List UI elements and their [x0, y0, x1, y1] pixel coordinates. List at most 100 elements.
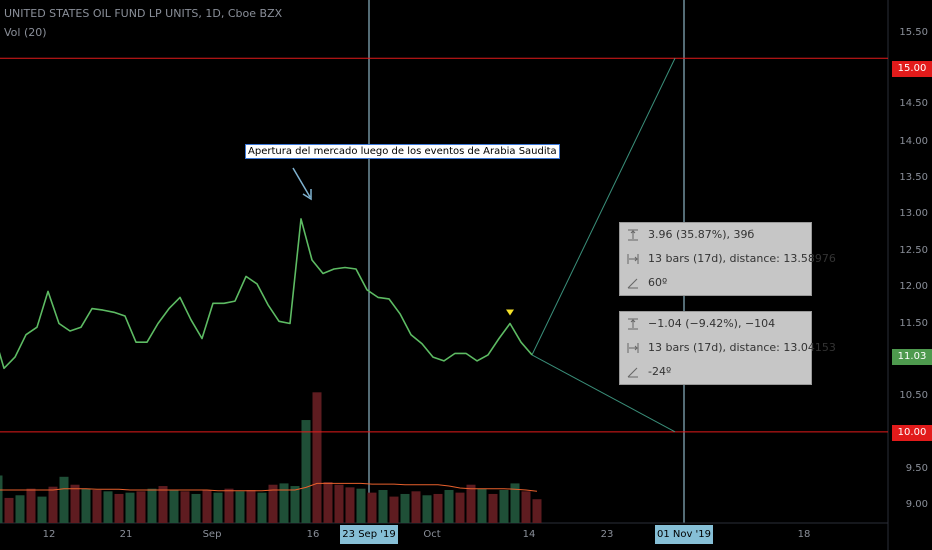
volume-bar [532, 499, 542, 523]
measure-down-box[interactable]: −1.04 (−9.42%), −104 13 bars (17d), dist… [619, 311, 836, 385]
volume-bar [400, 493, 410, 523]
projection-down-line[interactable] [531, 354, 676, 433]
price-range-icon [628, 318, 638, 330]
volume-bar [59, 476, 69, 523]
projection-up-line[interactable] [531, 58, 676, 356]
volume-bar [213, 492, 223, 523]
date-badge-01nov: 01 Nov '19 [655, 525, 713, 544]
angle-icon [627, 367, 638, 378]
volume-bar [158, 486, 168, 523]
y-tick: 12.50 [899, 245, 928, 256]
y-tick: 13.50 [899, 172, 928, 183]
volume-bar [455, 492, 465, 523]
x-tick: Sep [202, 529, 222, 540]
price-range-icon [628, 229, 638, 241]
volume-bar [510, 483, 520, 523]
y-tick: 12.00 [899, 281, 928, 292]
volume-bar [466, 484, 476, 523]
date-range-icon [627, 254, 639, 264]
volume-bar [444, 490, 454, 523]
volume-bar [378, 490, 388, 523]
volume-bar [0, 475, 3, 523]
y-tick: 11.50 [899, 318, 928, 329]
volume-bar [246, 490, 256, 523]
annotation-callout[interactable]: Apertura del mercado luego de los evento… [245, 144, 560, 159]
volume-bar [169, 490, 179, 523]
symbol-title: UNITED STATES OIL FUND LP UNITS, 1D, Cbo… [4, 7, 283, 20]
volume-bar [4, 497, 14, 523]
volume-bar [488, 493, 498, 523]
y-tick: 14.50 [899, 98, 928, 109]
last-price-badge: 11.03 [892, 349, 932, 365]
measure-up-bars-text: 13 bars (17d), distance: 13.58976 [648, 252, 836, 265]
price-badge-10: 10.00 [892, 425, 932, 441]
x-tick: 12 [42, 529, 56, 540]
measure-down-bars: 13 bars (17d), distance: 13.04153 [620, 336, 836, 360]
price-badge-15: 15.00 [892, 61, 932, 77]
volume-bar [202, 490, 212, 523]
volume-bar [356, 488, 366, 523]
volume-bar [125, 492, 135, 523]
volume-bar [323, 482, 333, 523]
price-line[interactable] [0, 218, 533, 370]
volume-bar [26, 488, 36, 523]
volume-bar [389, 496, 399, 523]
y-tick: 9.00 [905, 499, 928, 510]
volume-bar [48, 486, 58, 523]
volume-bar [114, 493, 124, 523]
volume-bar [235, 491, 245, 523]
x-tick: 14 [522, 529, 536, 540]
measure-down-angle-text: -24º [648, 365, 672, 378]
volume-bar [268, 484, 278, 523]
x-tick: 16 [306, 529, 320, 540]
volume-bar [257, 492, 267, 523]
volume-bar [411, 491, 421, 523]
measure-up-bars: 13 bars (17d), distance: 13.58976 [620, 247, 836, 271]
annotation-arrow-icon [292, 167, 312, 201]
volume-bar [433, 493, 443, 523]
x-tick: 23 [600, 529, 614, 540]
volume-bar [334, 484, 344, 523]
volume-bar [290, 486, 300, 523]
date-range-icon [627, 343, 639, 353]
x-tick: 18 [797, 529, 811, 540]
volume-bar [224, 488, 234, 523]
measure-up-box[interactable]: 3.96 (35.87%), 39б 13 bars (17d), distan… [619, 222, 836, 296]
y-tick: 15.50 [899, 27, 928, 38]
volume-bar [422, 495, 432, 523]
volume-bar [279, 483, 289, 523]
volume-bar [301, 420, 311, 523]
volume-bar [37, 496, 47, 523]
y-tick: 10.50 [899, 390, 928, 401]
date-badge-23sep: 23 Sep '19 [340, 525, 398, 544]
volume-bar [70, 484, 80, 523]
volume-bar [191, 493, 201, 523]
measure-down-bars-text: 13 bars (17d), distance: 13.04153 [648, 341, 836, 354]
measure-down-angle: -24º [620, 360, 811, 384]
volume-bar [477, 488, 487, 523]
y-tick: 9.50 [905, 463, 928, 474]
measure-up-change-text: 3.96 (35.87%), 39б [648, 228, 755, 241]
volume-bar [147, 488, 157, 523]
volume-bar [92, 490, 102, 523]
volume-bar [15, 495, 25, 523]
x-tick: 21 [119, 529, 133, 540]
volume-bar [345, 487, 355, 523]
volume-bar [521, 491, 531, 523]
last-bar-marker-icon [506, 309, 514, 316]
volume-bar [103, 491, 113, 523]
measure-up-change: 3.96 (35.87%), 39б [620, 223, 811, 247]
angle-icon [627, 278, 638, 289]
y-tick: 13.00 [899, 208, 928, 219]
volume-bar [81, 488, 91, 523]
volume-bars [0, 392, 542, 523]
volume-bar [499, 490, 509, 523]
x-tick: Oct [423, 529, 441, 540]
volume-bar [180, 491, 190, 523]
volume-indicator-label: Vol (20) [4, 26, 47, 39]
measure-down-change-text: −1.04 (−9.42%), −104 [648, 317, 776, 330]
volume-bar [312, 392, 322, 523]
measure-up-angle: 60º [620, 271, 811, 295]
